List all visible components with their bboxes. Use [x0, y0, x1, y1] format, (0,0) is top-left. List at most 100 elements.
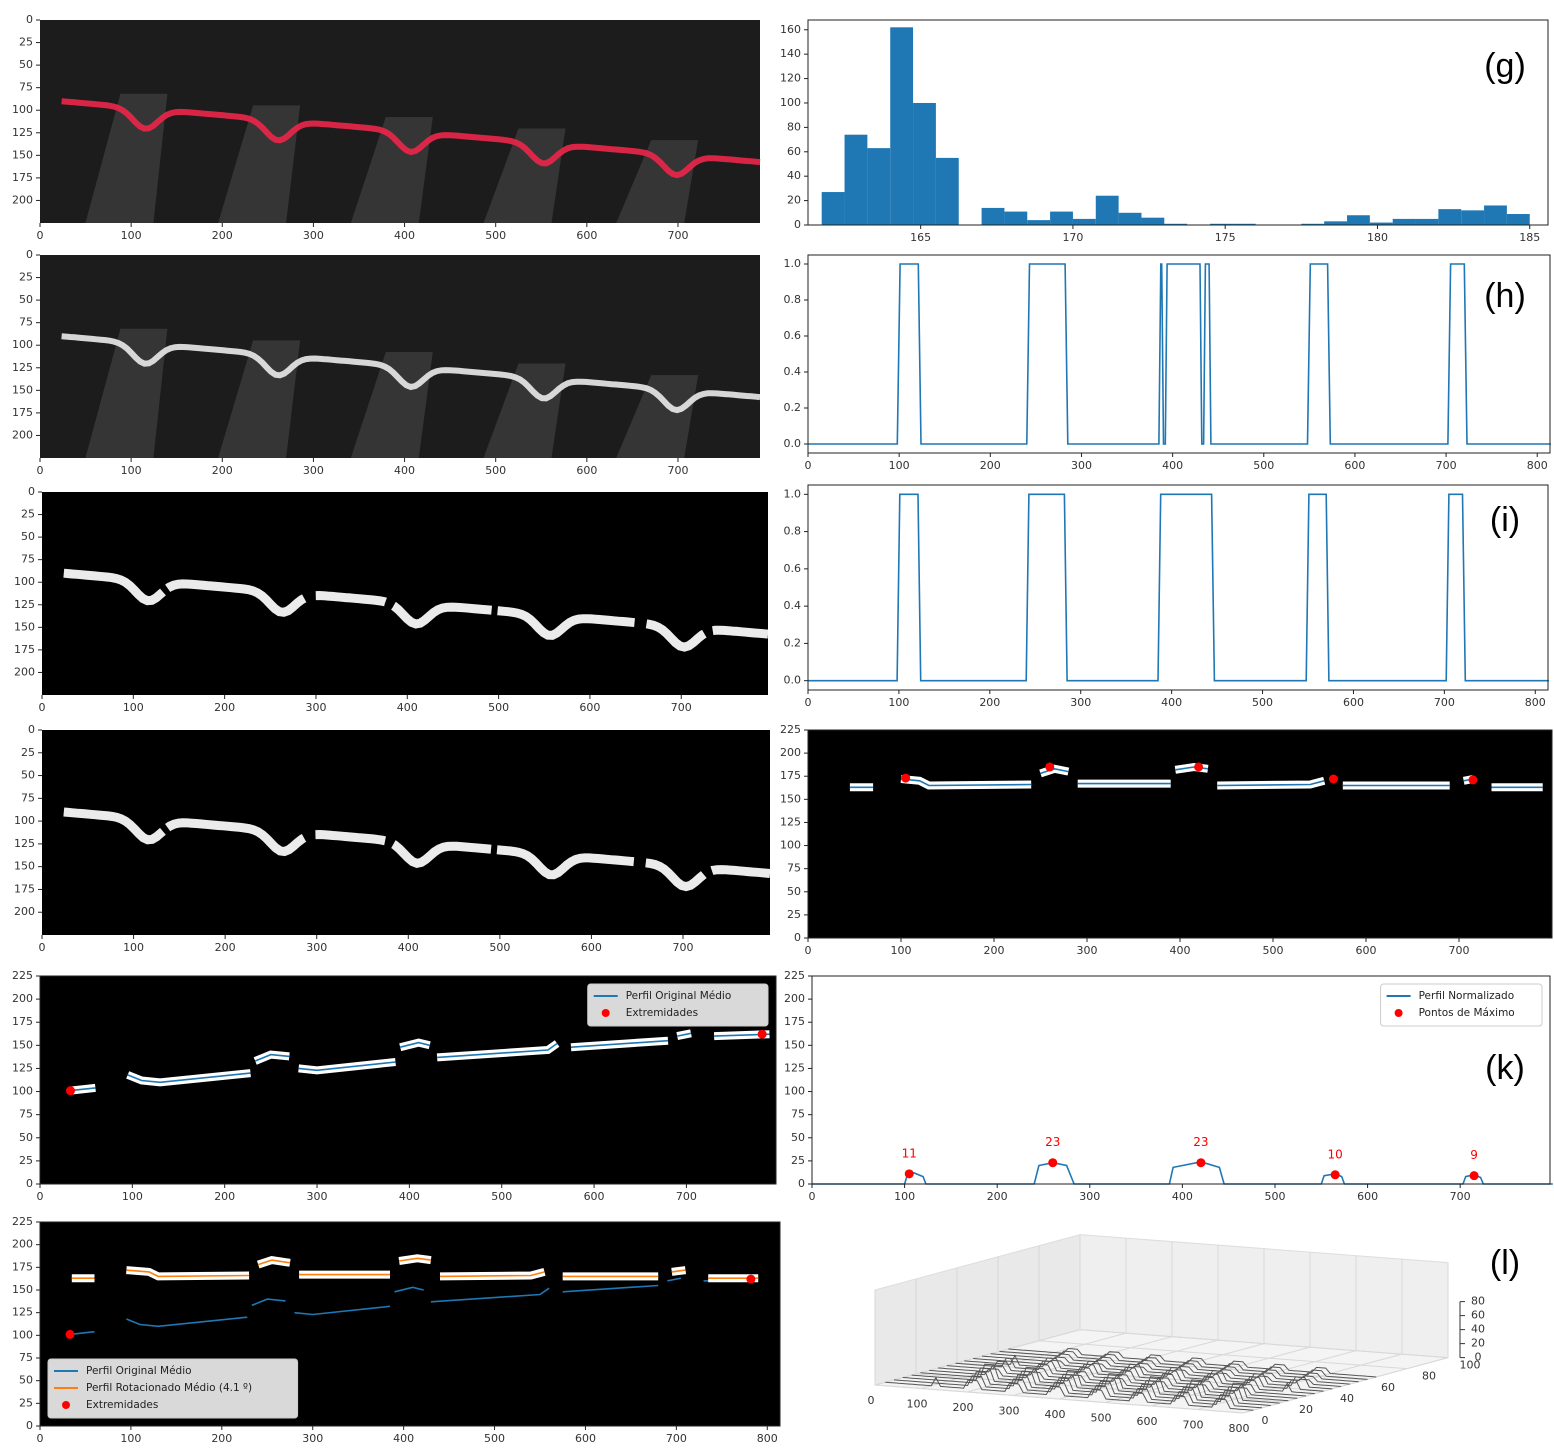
- profile-trace: [893, 1375, 1263, 1409]
- y-tick-label: 0: [26, 13, 33, 26]
- profile-trace: [920, 1363, 1289, 1402]
- histogram-bar: [1232, 223, 1256, 225]
- x-tick-label: 300: [307, 1190, 328, 1203]
- y-tick-label: 200: [14, 905, 35, 918]
- point: [1468, 775, 1478, 785]
- rod: [350, 351, 433, 458]
- x-tick-label: 200: [212, 464, 233, 477]
- point: [1194, 762, 1204, 772]
- y-tick-label: 175: [784, 1015, 805, 1028]
- y-tick-label: 100: [14, 814, 35, 827]
- plot-frame: [807, 19, 1549, 226]
- profile-trace: [955, 1357, 1324, 1392]
- panel-label: (g): [1484, 47, 1526, 85]
- y-tick-label: 40: [1340, 1392, 1354, 1405]
- rod: [616, 140, 699, 223]
- x-tick-label: 600: [575, 1432, 596, 1445]
- rod: [218, 340, 301, 458]
- x-tick-label: 200: [214, 701, 235, 714]
- y-tick-label: 0: [26, 1177, 33, 1190]
- panel: 0 100 200 300 400 500 600 700 0 25 50 75 100 125 150 17…: [12, 248, 761, 477]
- y-tick-label: 75: [19, 1351, 33, 1364]
- x-tick-label: 500: [484, 1432, 505, 1445]
- legend-box: [1380, 983, 1543, 1027]
- y-tick-label: 0: [28, 723, 35, 736]
- y-tick-label: 125: [784, 1061, 805, 1074]
- y-tick-label: 0.2: [784, 401, 802, 414]
- line: [808, 263, 1551, 445]
- line: [251, 1298, 286, 1307]
- x-tick-label: 800: [1229, 1422, 1250, 1435]
- x-tick-label: 200: [953, 1401, 974, 1414]
- x-tick-label: 300: [999, 1404, 1020, 1417]
- point: [901, 773, 911, 783]
- rod: [483, 363, 566, 458]
- point-label: 10: [1328, 1147, 1343, 1161]
- point: [65, 1329, 75, 1339]
- y-tick-label: 25: [787, 908, 801, 921]
- point: [1469, 1171, 1479, 1181]
- y-tick-label: 50: [19, 58, 33, 71]
- y-tick-label: 150: [14, 620, 35, 633]
- grid-line: [1196, 1353, 1403, 1410]
- x-tick-label: 700: [671, 701, 692, 714]
- y-tick-label: 1.0: [784, 257, 802, 270]
- x-tick-label: 200: [214, 1190, 235, 1203]
- profile-trace: [999, 1350, 1368, 1380]
- plot-background: [42, 492, 768, 695]
- x-tick-label: 800: [1525, 696, 1546, 709]
- histogram-bar: [1301, 223, 1325, 225]
- y-tick-label: 50: [21, 530, 35, 543]
- x-tick-label: 500: [485, 464, 506, 477]
- line: [394, 1286, 424, 1293]
- grid-line: [1079, 1329, 1449, 1359]
- y-tick-label: 200: [12, 992, 33, 1005]
- profile-band: [63, 807, 771, 892]
- y-tick-label: 200: [12, 428, 33, 441]
- point-label: 23: [1045, 1135, 1060, 1149]
- plot-frame: [807, 484, 1549, 691]
- point: [1328, 774, 1338, 784]
- histogram-bar: [867, 148, 891, 225]
- panel: 11 23 23 10 9 0 100 200 300 400 500 600 700 0 25 50 75 10…: [784, 969, 1553, 1203]
- y-tick-label: 100: [12, 103, 33, 116]
- x-tick-label: 100: [894, 1190, 915, 1203]
- y-tick-label: 100: [1460, 1359, 1481, 1372]
- x-tick-label: 165: [910, 231, 931, 244]
- legend-label: Perfil Rotacionado Médio (4.1 º): [86, 1382, 252, 1394]
- x-tick-label: 100: [122, 1190, 143, 1203]
- y-tick-label: 200: [12, 193, 33, 206]
- point-label: 9: [1470, 1148, 1478, 1162]
- profile-band: [61, 98, 761, 179]
- panel: 0 100 200 300 400 500 600 700 0 25 50 75 100 125 150 17…: [12, 13, 761, 242]
- x-tick-label: 175: [1215, 231, 1236, 244]
- y-tick-label: 0.4: [784, 599, 802, 612]
- panel-label: (l): [1490, 1244, 1520, 1282]
- y-tick-label: 175: [12, 1015, 33, 1028]
- line: [570, 1039, 669, 1048]
- y-tick-label: 225: [12, 969, 33, 982]
- x-tick-label: 100: [123, 941, 144, 954]
- x-tick-label: 0: [37, 1190, 44, 1203]
- y-tick-label: 150: [12, 1038, 33, 1051]
- y-tick-label: 75: [19, 316, 33, 329]
- y-tick-label: 75: [21, 553, 35, 566]
- y-tick-label: 225: [12, 1215, 33, 1228]
- panel: 165 170 175 180 185 0 20 40 60 80 100 120 140 160: [780, 19, 1549, 244]
- x-tick-label: 700: [1434, 696, 1455, 709]
- histogram-bar: [1506, 214, 1530, 225]
- y-tick-label: 25: [19, 1154, 33, 1167]
- point: [65, 1086, 75, 1096]
- profile-trace: [981, 1355, 1350, 1385]
- x-tick-label: 400: [1161, 696, 1182, 709]
- histogram-bar: [1392, 218, 1416, 225]
- x-tick-label: 0: [39, 941, 46, 954]
- x-tick-label: 700: [666, 1432, 687, 1445]
- y-tick-label: 75: [21, 791, 35, 804]
- panel-label: (h): [1484, 277, 1526, 315]
- panel: 0 100 200 300 400 500 600 700 0 25 50 75 100 125 150 17…: [12, 969, 777, 1203]
- x-tick-label: 400: [394, 229, 415, 242]
- x-tick-label: 0: [805, 696, 812, 709]
- plot-frame: [39, 1221, 781, 1427]
